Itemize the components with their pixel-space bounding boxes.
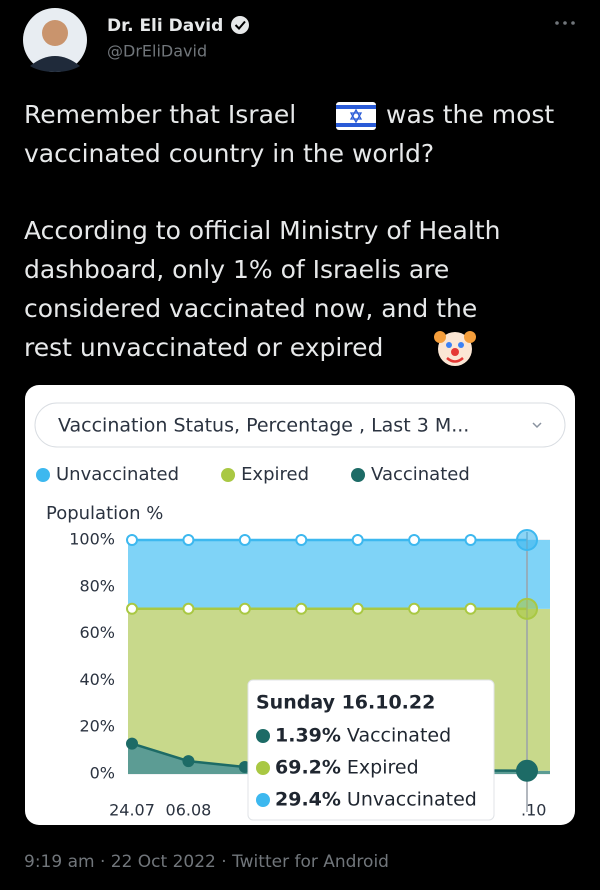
tooltip-marker [256,793,270,807]
data-point [353,604,363,614]
tooltip-label: Unvaccinated [347,789,477,811]
tweet-footer: 9:19 am · 22 Oct 2022 · Twitter for Andr… [24,852,389,872]
data-point [517,599,537,619]
data-point [409,535,419,545]
data-point [127,535,137,545]
y-tick-label: 100% [69,530,115,549]
tooltip-label: Expired [347,757,419,779]
legend-label: Expired [241,464,309,485]
tooltip-label: Vaccinated [347,725,451,747]
legend-label: Unvaccinated [56,464,179,485]
data-point [353,535,363,545]
legend-marker [221,468,235,482]
text-line: was the most [386,100,554,129]
clown-emoji [434,331,476,366]
data-point [517,530,537,550]
x-tick-label: 06.08 [166,801,212,820]
legend-marker [351,468,365,482]
more-menu[interactable] [555,21,575,25]
legend-label: Vaccinated [371,464,470,485]
data-point [127,604,137,614]
text-line: Remember that Israel [24,100,296,129]
tooltip-title: Sunday 16.10.22 [256,692,435,714]
chart-title: Vaccination Status, Percentage , Last 3 … [58,415,469,437]
data-point [409,604,419,614]
data-point [183,604,193,614]
data-point [296,535,306,545]
data-point [240,535,250,545]
avatar-face [42,20,68,46]
x-tick-label: .10 [521,801,546,820]
data-point [466,604,476,614]
data-point [296,604,306,614]
y-tick-label: 0% [90,764,115,783]
israel-flag-emoji [336,102,376,130]
text-line: vaccinated country in the world? [24,139,434,168]
tooltip-value: 1.39% [275,725,341,747]
tooltip-marker [256,761,270,775]
data-point [517,761,537,781]
text-line: According to official Ministry of Health [24,216,500,245]
author-name[interactable]: Dr. Eli David [107,16,223,36]
data-point [127,739,137,749]
x-tick-label: 24.07 [109,801,155,820]
y-tick-label: 20% [79,717,115,736]
y-tick-label: 40% [79,670,115,689]
legend-marker [36,468,50,482]
tweet-text: Remember that Israel was the most vaccin… [24,100,554,362]
y-axis-label: Population % [46,503,163,524]
y-tick-label: 80% [79,576,115,595]
data-point [183,756,193,766]
tooltip-marker [256,729,270,743]
y-tick-label: 60% [79,623,115,642]
tooltip: Sunday 16.10.22 1.39% Vaccinated 69.2% Expir… [248,680,494,820]
data-point [240,604,250,614]
tooltip-value: 29.4% [275,789,341,811]
data-point [466,535,476,545]
text-line: rest unvaccinated or expired [24,333,383,362]
tooltip-value: 69.2% [275,757,341,779]
handle[interactable]: @DrEliDavid [107,42,207,61]
text-line: dashboard, only 1% of Israelis are [24,255,449,284]
data-point [183,535,193,545]
text-line: considered vaccinated now, and the [24,294,477,323]
verified-badge [231,16,249,34]
area [128,540,550,609]
